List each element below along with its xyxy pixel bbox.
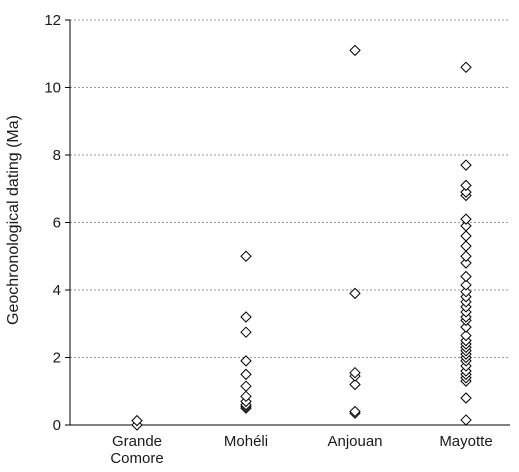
y-tick-label: 6 (53, 215, 61, 232)
data-point-diamond (460, 414, 472, 426)
data-point-diamond (240, 355, 252, 367)
data-point-diamond (240, 326, 252, 338)
x-category-label: Anjouan (327, 433, 382, 450)
data-point-diamond (460, 61, 472, 73)
x-category-label: Grande (112, 433, 162, 450)
data-point-diamond (240, 380, 252, 392)
data-point-diamond (460, 257, 472, 269)
data-point-diamond (349, 405, 361, 418)
data-point-diamond (460, 270, 472, 283)
data-point-diamond (460, 179, 472, 192)
data-point-diamond (460, 321, 472, 333)
y-tick-labels: 0 2 4 6 8 10 12 (44, 12, 61, 434)
data-point-diamond (460, 392, 472, 404)
data-point-diamond (240, 368, 252, 381)
data-point-diamond (460, 240, 472, 252)
y-tick-label: 2 (53, 350, 61, 367)
y-tick-label: 10 (44, 80, 61, 97)
data-point-diamond (460, 250, 472, 262)
data-point-diamond (460, 220, 472, 232)
data-point-diamond (460, 285, 472, 298)
x-category-label: Comore (110, 450, 163, 467)
data-point-diamond (349, 287, 361, 300)
y-tick-label: 8 (53, 147, 61, 164)
data-point-diamond (240, 390, 252, 403)
data-point-diamond (349, 44, 361, 57)
data-point-diamond (460, 186, 472, 198)
y-tick-label: 12 (44, 12, 61, 29)
data-point-diamond (240, 311, 252, 323)
data-point-diamond (131, 414, 143, 427)
data-point-diamond (460, 329, 472, 342)
y-axis-title: Geochronological dating (Ma) (5, 115, 22, 325)
grid-lines (70, 19, 510, 358)
y-tick-label: 0 (53, 417, 61, 434)
axes (65, 19, 510, 426)
data-point-diamond (460, 230, 472, 242)
data-point-diamond (349, 366, 361, 379)
data-point-diamond (460, 279, 472, 291)
data-point-diamond (460, 213, 472, 225)
data-point-diamond (460, 159, 472, 171)
y-tick-label: 4 (53, 282, 61, 299)
data-point-diamond (349, 378, 361, 391)
data-points (131, 44, 472, 431)
data-point-diamond (240, 250, 252, 262)
x-category-label: Mohéli (224, 433, 268, 450)
x-category-label: Mayotte (439, 433, 492, 450)
